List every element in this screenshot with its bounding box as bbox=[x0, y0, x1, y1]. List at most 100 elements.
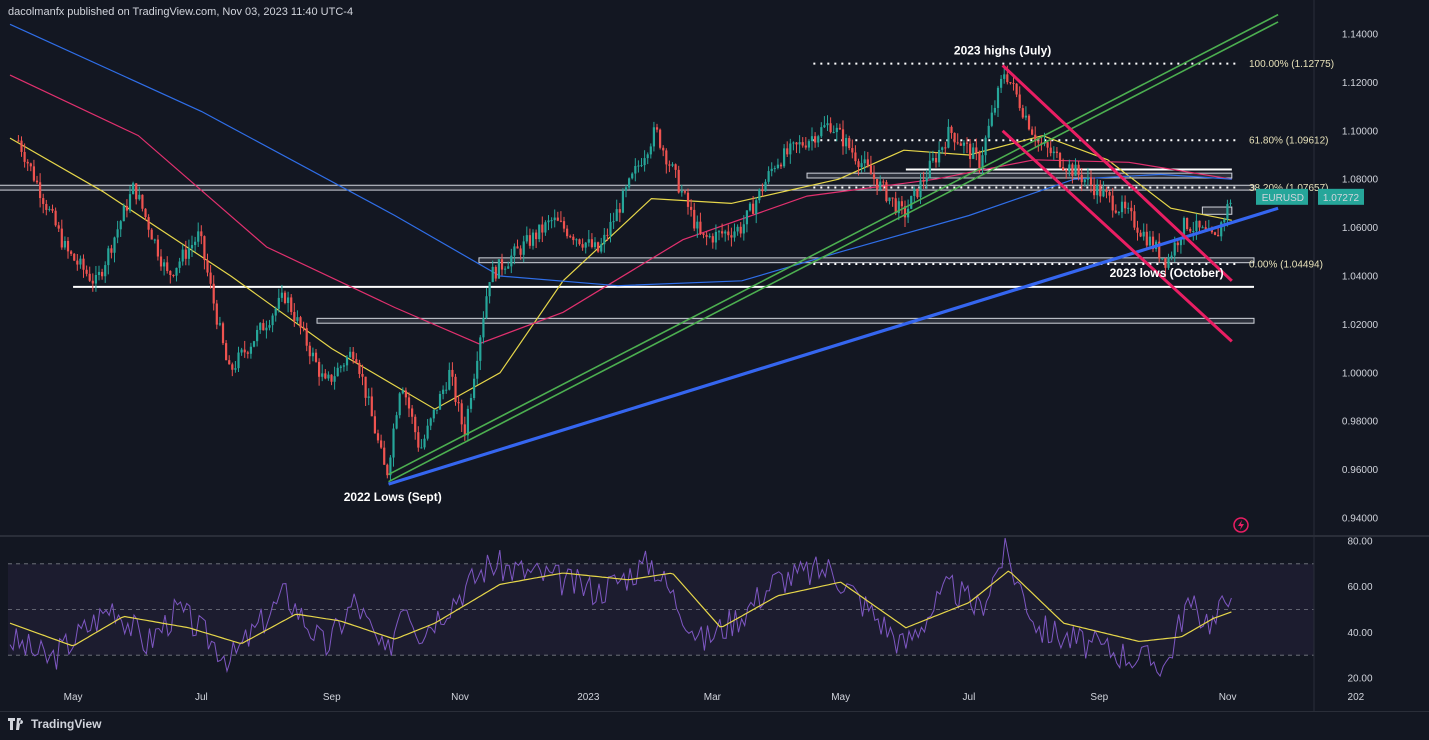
candle-body[interactable] bbox=[218, 323, 222, 325]
candle-body[interactable] bbox=[764, 181, 767, 192]
candle-body[interactable] bbox=[1102, 189, 1105, 197]
candle-body[interactable] bbox=[438, 393, 442, 410]
candle-body[interactable] bbox=[547, 220, 550, 223]
candle-body[interactable] bbox=[1136, 227, 1139, 233]
candle-body[interactable] bbox=[426, 425, 429, 439]
candle-body[interactable] bbox=[209, 272, 212, 284]
candle-body[interactable] bbox=[891, 197, 894, 199]
candle-body[interactable] bbox=[1167, 257, 1170, 268]
candle-body[interactable] bbox=[714, 231, 718, 243]
candle-body[interactable] bbox=[197, 231, 200, 242]
alert-lightning-icon[interactable] bbox=[1233, 517, 1249, 533]
candle-body[interactable] bbox=[1145, 231, 1148, 246]
candle-body[interactable] bbox=[584, 242, 587, 248]
candle-body[interactable] bbox=[1012, 82, 1015, 84]
candle-body[interactable] bbox=[925, 177, 928, 182]
candle-body[interactable] bbox=[1055, 151, 1059, 153]
price-pane[interactable]: 100.00% (1.12775) 61.80% (1.09612) 38.20% … bbox=[0, 13, 1334, 533]
candle-body[interactable] bbox=[311, 352, 315, 357]
candle-body[interactable] bbox=[153, 239, 156, 241]
candle-body[interactable] bbox=[63, 240, 67, 248]
candle-body[interactable] bbox=[60, 228, 63, 248]
candle-body[interactable] bbox=[1111, 195, 1114, 211]
candle-body[interactable] bbox=[119, 221, 122, 230]
rsi-pane[interactable] bbox=[8, 537, 1314, 678]
candle-body[interactable] bbox=[274, 308, 277, 316]
candle-body[interactable] bbox=[1108, 192, 1111, 196]
candle-body[interactable] bbox=[724, 231, 727, 234]
candle-body[interactable] bbox=[296, 317, 299, 321]
candle-body[interactable] bbox=[1186, 217, 1189, 229]
candle-body[interactable] bbox=[872, 174, 876, 180]
candle-body[interactable] bbox=[104, 265, 107, 277]
candle-body[interactable] bbox=[919, 180, 922, 198]
candle-body[interactable] bbox=[677, 169, 680, 193]
candle-body[interactable] bbox=[156, 239, 160, 257]
candle-body[interactable] bbox=[786, 148, 789, 155]
candle-body[interactable] bbox=[823, 125, 826, 128]
candle-body[interactable] bbox=[398, 393, 401, 416]
candle-body[interactable] bbox=[1130, 207, 1133, 212]
candle-body[interactable] bbox=[364, 376, 367, 398]
candle-body[interactable] bbox=[147, 217, 150, 230]
candle-body[interactable] bbox=[339, 366, 342, 368]
candle-body[interactable] bbox=[1040, 142, 1043, 144]
candle-body[interactable] bbox=[969, 143, 972, 159]
candle-body[interactable] bbox=[674, 164, 677, 170]
candle-body[interactable] bbox=[101, 271, 104, 277]
candle-body[interactable] bbox=[221, 323, 225, 344]
candle-body[interactable] bbox=[606, 234, 609, 236]
candle-body[interactable] bbox=[841, 129, 845, 147]
candle-body[interactable] bbox=[944, 147, 947, 149]
candle-body[interactable] bbox=[603, 234, 606, 245]
candle-body[interactable] bbox=[175, 267, 178, 276]
candle-body[interactable] bbox=[243, 349, 246, 353]
candle-body[interactable] bbox=[1031, 129, 1034, 135]
candle-body[interactable] bbox=[494, 266, 497, 279]
candle-body[interactable] bbox=[414, 416, 417, 433]
candle-body[interactable] bbox=[57, 225, 60, 229]
candle-body[interactable] bbox=[535, 232, 538, 240]
candle-body[interactable] bbox=[693, 209, 696, 229]
candle-body[interactable] bbox=[1127, 207, 1130, 209]
candle-body[interactable] bbox=[910, 195, 913, 209]
candle-body[interactable] bbox=[91, 280, 94, 284]
candle-body[interactable] bbox=[510, 255, 513, 267]
tradingview-logo[interactable]: TradingView bbox=[8, 717, 101, 731]
candle-body[interactable] bbox=[1176, 242, 1179, 246]
candle-body[interactable] bbox=[928, 160, 931, 178]
candle-body[interactable] bbox=[1204, 227, 1207, 230]
candle-body[interactable] bbox=[23, 151, 26, 162]
candle-body[interactable] bbox=[1201, 227, 1204, 229]
candle-body[interactable] bbox=[814, 136, 817, 143]
candle-body[interactable] bbox=[485, 296, 488, 319]
candle-body[interactable] bbox=[29, 163, 32, 167]
candle-body[interactable] bbox=[640, 165, 643, 167]
candle-body[interactable] bbox=[401, 390, 404, 394]
candle-body[interactable] bbox=[519, 248, 522, 255]
candle-body[interactable] bbox=[290, 297, 293, 312]
candle-body[interactable] bbox=[454, 376, 457, 403]
candle-body[interactable] bbox=[1077, 164, 1080, 175]
candle-body[interactable] bbox=[45, 203, 48, 210]
candle-body[interactable] bbox=[318, 361, 321, 377]
candle-body[interactable] bbox=[1117, 212, 1121, 214]
candle-body[interactable] bbox=[150, 229, 153, 240]
candle-body[interactable] bbox=[26, 161, 29, 164]
candle-body[interactable] bbox=[268, 325, 271, 328]
candle-body[interactable] bbox=[981, 155, 984, 169]
candle-body[interactable] bbox=[686, 192, 690, 207]
candle-body[interactable] bbox=[702, 233, 705, 235]
candle-body[interactable] bbox=[1062, 167, 1065, 170]
candle-body[interactable] bbox=[85, 269, 88, 274]
candle-body[interactable] bbox=[324, 373, 327, 379]
candle-body[interactable] bbox=[950, 126, 953, 133]
candle-body[interactable] bbox=[234, 368, 237, 370]
candle-body[interactable] bbox=[135, 183, 138, 200]
candle-body[interactable] bbox=[516, 246, 519, 249]
candle-body[interactable] bbox=[1226, 204, 1229, 220]
candle-body[interactable] bbox=[903, 206, 907, 218]
candle-body[interactable] bbox=[1229, 202, 1232, 205]
candle-body[interactable] bbox=[386, 464, 389, 476]
candle-body[interactable] bbox=[854, 152, 857, 162]
